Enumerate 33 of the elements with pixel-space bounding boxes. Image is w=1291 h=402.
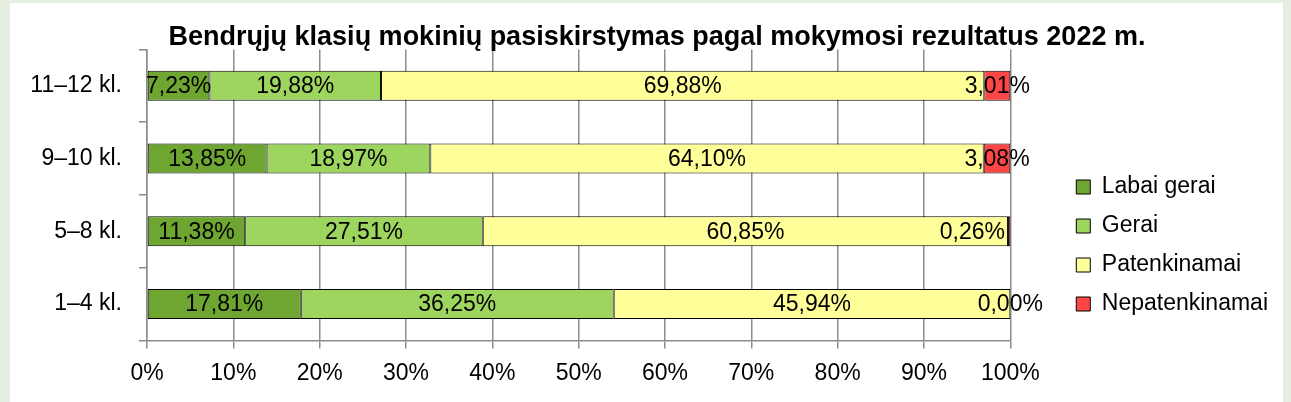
data-label: 19,88% [256, 72, 335, 99]
legend-label: Gerai [1101, 211, 1159, 238]
data-label: 64,10% [668, 144, 747, 171]
data-label: 60,85% [706, 217, 785, 244]
data-label: 69,88% [643, 72, 722, 99]
y-tick-label: 1–4 kl. [54, 289, 122, 316]
data-label: 36,25% [418, 290, 497, 317]
data-label: 18,97% [309, 144, 388, 171]
data-label: 13,85% [168, 144, 247, 171]
x-tick-label: 60% [641, 358, 688, 385]
y-tick-label: 9–10 kl. [41, 143, 122, 170]
x-tick-label: 40% [469, 358, 516, 385]
data-label: 27,51% [324, 217, 403, 244]
x-tick-label: 0% [130, 358, 164, 385]
legend-label: Labai gerai [1101, 172, 1216, 199]
x-tick-label: 30% [382, 358, 430, 385]
x-tick-label: 80% [814, 358, 861, 385]
data-label: 0,26% [939, 217, 1006, 244]
x-tick-label: 90% [900, 358, 947, 385]
data-label: 0,00% [977, 290, 1043, 317]
x-tick-label: 50% [555, 358, 602, 385]
data-label: 11,38% [158, 217, 235, 244]
x-tick-label: 100% [980, 358, 1040, 385]
x-tick-label: 20% [296, 358, 343, 385]
x-tick-label: 10% [210, 358, 257, 385]
chart-title: Bendrųjų klasių mokinių pasiskirstymas pagal mokymosi rezultatus 2022 m. [168, 20, 1146, 51]
data-label: 17,81% [185, 290, 264, 317]
y-tick-label: 5–8 kl. [54, 216, 122, 243]
y-tick-label: 11–12 kl. [30, 71, 122, 98]
legend-label: Patenkinamai [1101, 250, 1242, 277]
x-tick-label: 70% [728, 358, 775, 385]
legend-label: Nepatenkinamai [1101, 289, 1269, 316]
data-label: 45,94% [772, 290, 851, 317]
